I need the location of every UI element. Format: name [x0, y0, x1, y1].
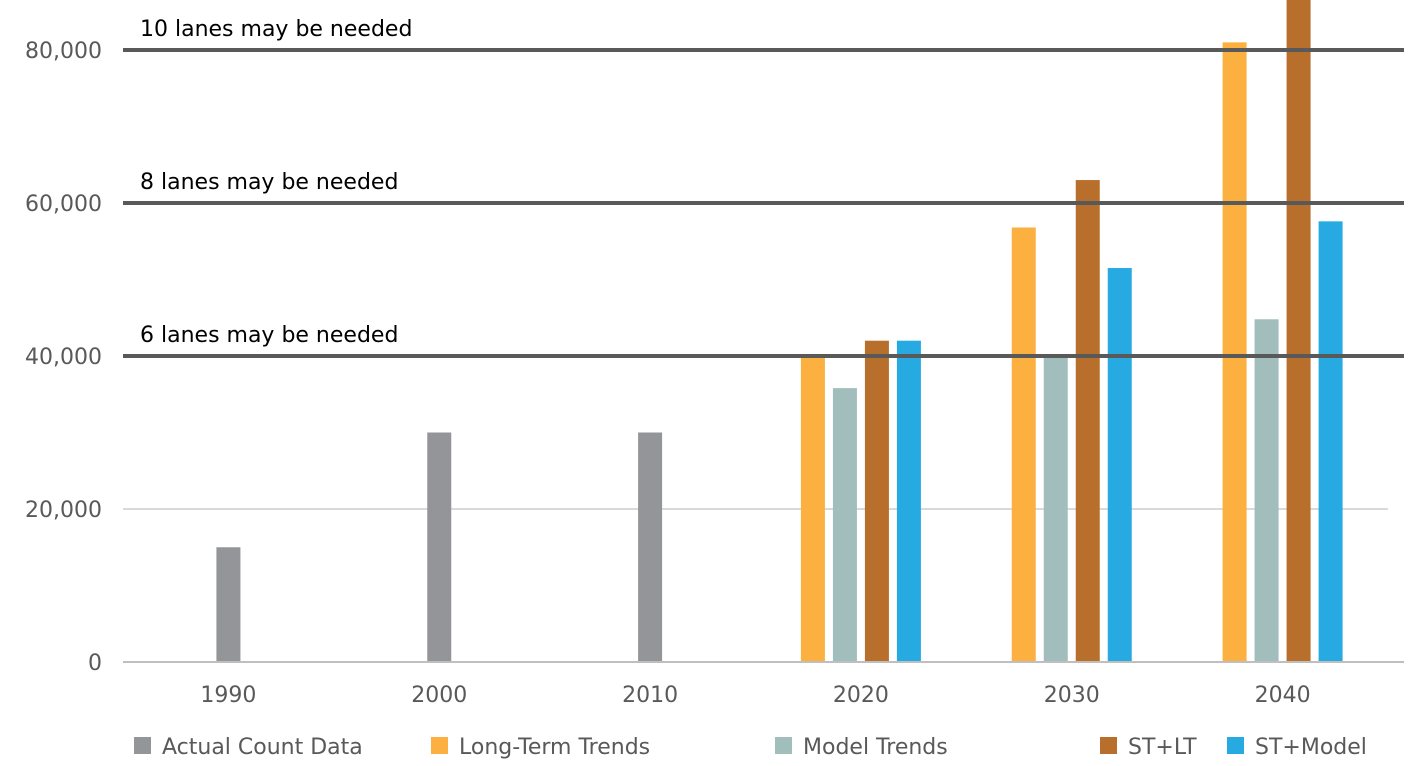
bar-actual-count-data-2000	[427, 432, 452, 662]
threshold-label: 6 lanes may be needed	[140, 323, 398, 348]
threshold-lines: 6 lanes may be needed 8 lanes may be need…	[123, 17, 1404, 358]
y-tick-label: 80,000	[25, 39, 102, 64]
bar-st-model-2030	[1107, 268, 1132, 662]
legend-label: ST+LT	[1128, 735, 1197, 760]
y-tick-label: 0	[88, 651, 102, 676]
y-tick-label: 20,000	[25, 498, 102, 523]
x-tick-label: 1990	[200, 683, 256, 708]
bar-st-lt-2030	[1075, 180, 1100, 663]
bar-long-term-trends-2030	[1011, 227, 1036, 663]
legend-label: Long-Term Trends	[459, 735, 650, 760]
legend-swatch	[1100, 737, 1117, 754]
legend-swatch	[775, 737, 792, 754]
y-tick-label: 60,000	[25, 192, 102, 217]
bars	[216, 0, 1343, 663]
bar-long-term-trends-2020	[800, 356, 825, 662]
bar-st-lt-2040	[1286, 0, 1311, 662]
legend-swatch	[1227, 737, 1244, 754]
bar-model-trends-2020	[832, 388, 857, 662]
legend-label: ST+Model	[1255, 735, 1367, 760]
bar-st-model-2040	[1318, 221, 1343, 663]
legend: Actual Count Data Long-Term Trends Model T…	[134, 735, 1367, 760]
legend-label: Actual Count Data	[162, 735, 363, 760]
bar-actual-count-data-1990	[216, 547, 241, 662]
x-tick-label: 2000	[411, 683, 467, 708]
bar-actual-count-data-2010	[638, 432, 663, 662]
threshold-label: 8 lanes may be needed	[140, 170, 398, 195]
legend-label: Model Trends	[803, 735, 948, 760]
threshold-label: 10 lanes may be needed	[140, 17, 412, 42]
x-tick-label: 2030	[1044, 683, 1100, 708]
legend-swatch	[134, 737, 151, 754]
x-tick-label: 2010	[622, 683, 678, 708]
bar-model-trends-2030	[1043, 356, 1068, 662]
x-tick-label: 2040	[1255, 683, 1311, 708]
x-axis-ticks: 1990 2000 2010 2020 2030 2040	[200, 683, 1310, 708]
bar-long-term-trends-2040	[1222, 42, 1247, 663]
y-axis-ticks: 0 20,000 40,000 60,000 80,000	[25, 39, 102, 676]
y-tick-label: 40,000	[25, 345, 102, 370]
legend-swatch	[431, 737, 448, 754]
bar-st-model-2020	[896, 340, 921, 662]
bar-model-trends-2040	[1254, 319, 1279, 662]
x-tick-label: 2020	[833, 683, 889, 708]
bar-st-lt-2020	[864, 340, 889, 662]
